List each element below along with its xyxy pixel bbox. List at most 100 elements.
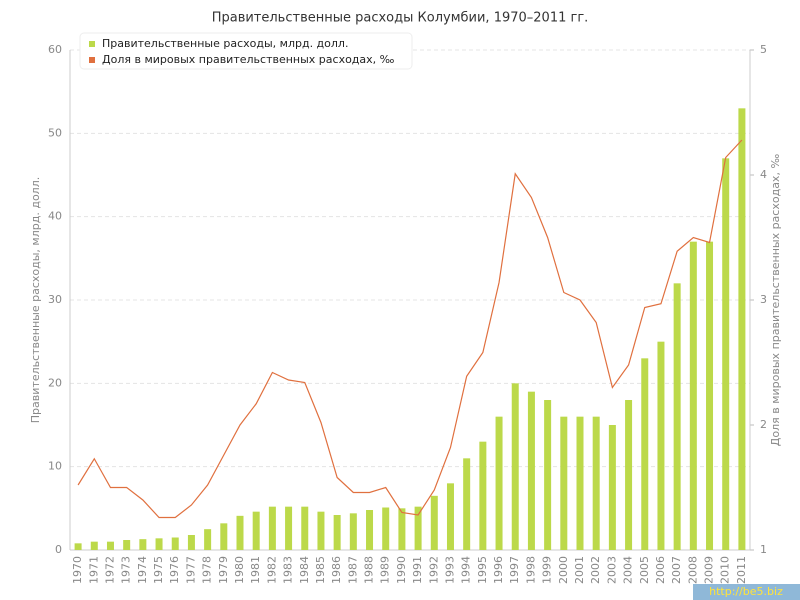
bar	[333, 515, 341, 550]
x-tick-label: 1984	[298, 556, 311, 584]
y2-tick-label: 3	[760, 293, 767, 306]
bar	[398, 508, 406, 550]
y-tick-label: 20	[48, 376, 62, 389]
bar	[171, 537, 179, 550]
x-tick-label: 1988	[363, 556, 376, 584]
x-tick-label: 2008	[686, 556, 699, 584]
bar	[382, 507, 390, 550]
x-tick-label: 1983	[282, 556, 295, 584]
bar	[430, 495, 438, 550]
bar	[738, 108, 746, 550]
x-tick-label: 1985	[314, 556, 327, 584]
bar	[706, 241, 714, 550]
watermark-bg	[693, 584, 800, 600]
y-axis-title: Правительственные расходы, млрд. долл.	[29, 177, 42, 423]
y-tick-label: 30	[48, 293, 62, 306]
x-tick-label: 1994	[460, 556, 473, 584]
x-tick-label: 2002	[589, 556, 602, 584]
y2-tick-label: 5	[760, 43, 767, 56]
x-tick-label: 1982	[265, 556, 278, 584]
bar	[576, 416, 584, 550]
x-tick-label: 2011	[735, 556, 748, 584]
x-tick-label: 1980	[233, 556, 246, 584]
legend-marker	[89, 41, 95, 47]
bar	[123, 540, 131, 550]
x-tick-label: 2004	[622, 556, 635, 584]
x-tick-label: 2005	[638, 556, 651, 584]
x-tick-label: 2001	[573, 556, 586, 584]
x-tick-label: 1977	[184, 556, 197, 584]
bar	[544, 400, 552, 550]
bar	[268, 506, 276, 550]
x-tick-label: 1995	[476, 556, 489, 584]
x-tick-label: 1970	[71, 556, 84, 584]
bar	[527, 391, 535, 550]
x-tick-label: 1991	[411, 556, 424, 584]
x-tick-label: 2007	[670, 556, 683, 584]
bar	[657, 341, 665, 550]
bar	[204, 529, 212, 550]
y2-tick-label: 1	[760, 543, 767, 556]
bar	[301, 506, 309, 550]
y2-tick-label: 2	[760, 418, 767, 431]
bar	[722, 158, 730, 551]
x-tick-label: 1973	[120, 556, 133, 584]
bar	[74, 543, 82, 550]
x-tick-label: 1976	[168, 556, 181, 584]
bar	[155, 538, 163, 550]
x-tick-label: 1998	[524, 556, 537, 584]
x-tick-label: 2003	[605, 556, 618, 584]
x-tick-label: 1989	[379, 556, 392, 584]
bar	[349, 513, 357, 550]
x-tick-label: 1993	[443, 556, 456, 584]
y-tick-label: 60	[48, 43, 62, 56]
x-tick-label: 2000	[557, 556, 570, 584]
y-tick-label: 40	[48, 210, 62, 223]
x-tick-label: 1997	[508, 556, 521, 584]
x-tick-label: 1987	[346, 556, 359, 584]
x-tick-label: 1999	[541, 556, 554, 584]
bar	[285, 506, 293, 550]
x-tick-label: 1979	[217, 556, 230, 584]
x-tick-label: 1971	[87, 556, 100, 584]
y2-axis-title: Доля в мировых правительственных расхода…	[769, 154, 782, 447]
legend-label: Правительственные расходы, млрд. долл.	[102, 37, 348, 50]
legend-box	[79, 32, 413, 70]
x-tick-label: 1992	[427, 556, 440, 584]
bar	[560, 416, 568, 550]
bar	[625, 400, 633, 550]
bar	[236, 515, 244, 550]
bar	[463, 458, 471, 550]
bar	[187, 535, 195, 550]
bar	[641, 358, 649, 550]
bar	[608, 425, 616, 550]
x-tick-label: 2006	[654, 556, 667, 584]
x-tick-label: 1975	[152, 556, 165, 584]
x-tick-label: 1990	[395, 556, 408, 584]
bar	[106, 541, 114, 550]
bar	[414, 506, 422, 550]
watermark: http://be5.biz	[709, 585, 783, 598]
bar	[317, 511, 325, 550]
bar	[689, 241, 697, 550]
y-tick-label: 50	[48, 126, 62, 139]
x-tick-label: 1972	[103, 556, 116, 584]
x-tick-label: 1996	[492, 556, 505, 584]
x-tick-label: 2010	[719, 556, 732, 584]
bar	[592, 416, 600, 550]
y-tick-label: 0	[55, 543, 62, 556]
bar	[139, 539, 147, 550]
bar	[479, 441, 487, 550]
bar	[90, 541, 98, 550]
x-tick-label: 1981	[249, 556, 262, 584]
bar	[495, 416, 503, 550]
x-tick-label: 1986	[330, 556, 343, 584]
bar	[673, 283, 681, 550]
x-tick-label: 1978	[201, 556, 214, 584]
bar	[446, 483, 454, 550]
line	[77, 139, 743, 519]
x-tick-label: 1974	[136, 556, 149, 584]
legend-label: Доля в мировых правительственных расхода…	[102, 53, 395, 66]
x-tick-label: 2009	[703, 556, 716, 584]
